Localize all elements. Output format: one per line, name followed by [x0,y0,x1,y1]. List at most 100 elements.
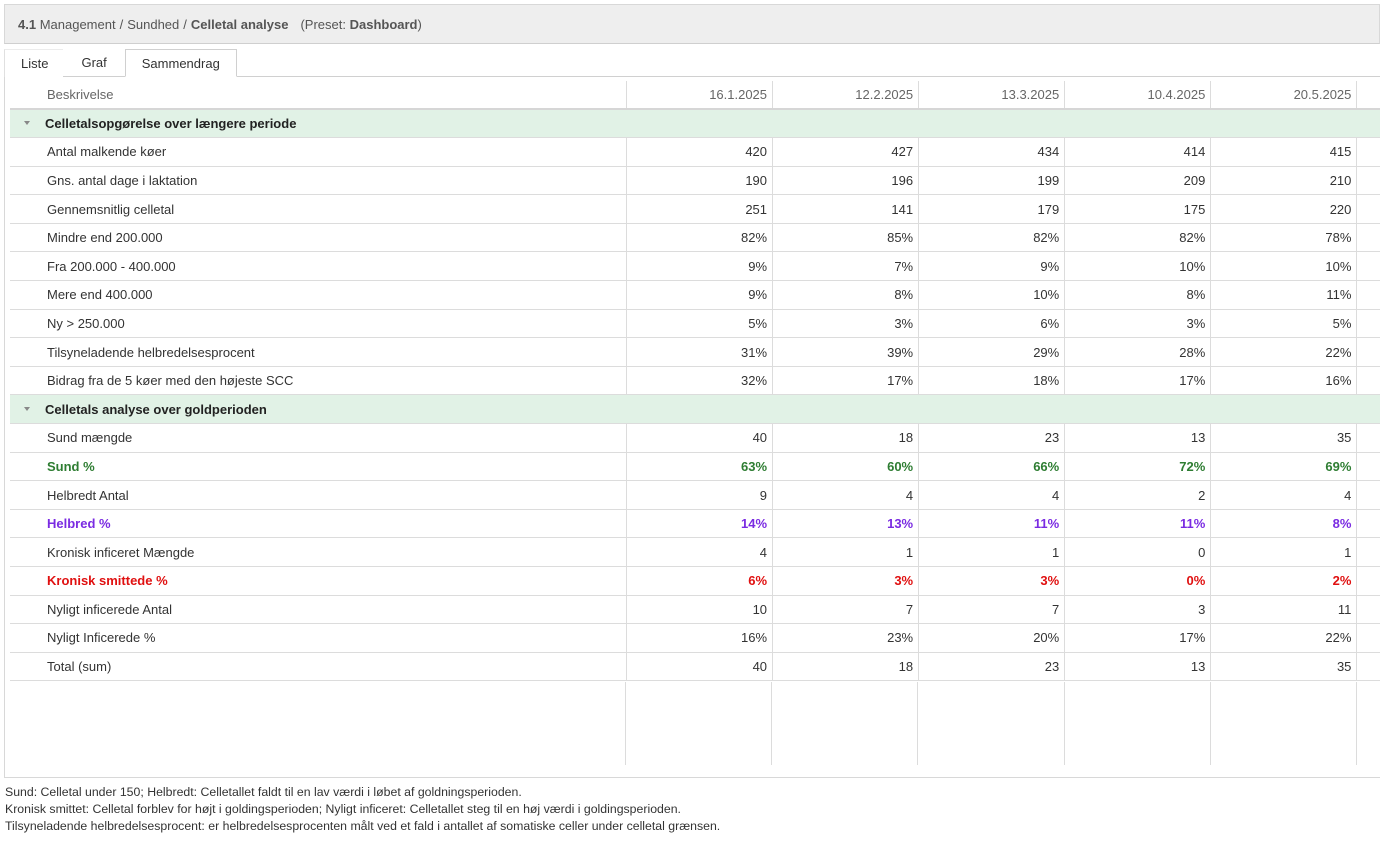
group-row[interactable]: Celletals analyse over goldperioden [10,394,1380,425]
cell-value: 13% [772,509,920,539]
row-label: Nyligt Inficerede % [10,623,627,653]
column-divider [1064,682,1065,765]
cell-value: 7% [772,251,920,282]
table-row[interactable]: Mindre end 200.000 82% 85% 82% 82% 78% [10,223,1380,253]
cell-value: 8% [1210,509,1358,539]
cell-value: 415 [1210,137,1358,167]
table-row[interactable]: Nyligt Inficerede % 16% 23% 20% 17% 22% [10,623,1380,653]
cell-value: 7 [772,595,920,625]
table-row[interactable]: Gennemsnitlig celletal 251 141 179 175 220 [10,194,1380,224]
row-label: Sund mængde [10,423,627,453]
cell-value: 17% [1064,366,1212,396]
table-row[interactable]: Helbredt Antal 9 4 4 2 4 [10,480,1380,510]
column-divider [625,682,626,765]
table-row[interactable]: Total (sum) 40 18 23 13 35 [10,652,1380,682]
collapse-caret-icon[interactable] [24,406,30,411]
cell-value: 10% [918,280,1066,310]
row-spacer [1356,251,1380,282]
tab-bar: Liste Graf Sammendrag [4,49,1380,77]
table-row[interactable]: Nyligt inficerede Antal 10 7 7 3 11 [10,595,1380,625]
cell-value: 39% [772,337,920,367]
row-label: Nyligt inficerede Antal [10,595,627,625]
column-header-date[interactable]: 13.3.2025 [918,81,1066,110]
row-spacer [1356,280,1380,310]
cell-value: 0% [1064,566,1212,596]
column-header-date[interactable]: 10.4.2025 [1064,81,1212,110]
cell-value: 63% [626,452,774,482]
column-divider [1356,682,1357,765]
cell-value: 5% [1210,309,1358,339]
row-spacer [1356,223,1380,253]
row-label: Mindre end 200.000 [10,223,627,253]
cell-value: 82% [918,223,1066,253]
table-row[interactable]: Kronisk smittede % 6% 3% 3% 0% 2% [10,566,1380,596]
cell-value: 22% [1210,337,1358,367]
table-row[interactable]: Sund mængde 40 18 23 13 35 [10,423,1380,453]
cell-value: 141 [772,194,920,224]
tab-liste[interactable]: Liste [4,49,64,77]
footnotes: Sund: Celletal under 150; Helbredt: Cell… [5,784,1375,835]
table-row[interactable]: Kronisk inficeret Mængde 4 1 1 0 1 [10,537,1380,567]
cell-value: 7 [918,595,1066,625]
column-header-beskrivelse[interactable]: Beskrivelse [10,81,627,110]
table-row[interactable]: Antal malkende køer 420 427 434 414 415 [10,137,1380,167]
cell-value: 16% [626,623,774,653]
cell-value: 11% [1210,280,1358,310]
cell-value: 16% [1210,366,1358,396]
cell-value: 20% [918,623,1066,653]
column-header-date[interactable]: 12.2.2025 [772,81,920,110]
row-spacer [1356,166,1380,196]
table-row[interactable]: Tilsyneladende helbredelsesprocent 31% 39%… [10,337,1380,367]
cell-value: 2 [1064,480,1212,510]
table-row[interactable]: Bidrag fra de 5 køer med den højeste SCC… [10,366,1380,396]
table-row[interactable]: Helbred % 14% 13% 11% 11% 8% [10,509,1380,539]
cell-value: 8% [1064,280,1212,310]
tab-sammendrag[interactable]: Sammendrag [124,49,237,77]
cell-value: 10 [626,595,774,625]
table-row[interactable]: Sund % 63% 60% 66% 72% 69% [10,452,1380,482]
cell-value: 199 [918,166,1066,196]
breadcrumb-item-sundhed[interactable]: Sundhed [127,16,180,32]
breadcrumb-item-management[interactable]: Management [39,16,116,32]
row-label: Kronisk smittede % [10,566,627,596]
cell-value: 18 [772,652,920,682]
cell-value: 28% [1064,337,1212,367]
group-row[interactable]: Celletalsopgørelse over længere periode [10,109,1380,139]
table-row[interactable]: Fra 200.000 - 400.000 9% 7% 9% 10% 10% [10,251,1380,282]
breadcrumb: 4.1 Management / Sundhed / Celletal anal… [4,4,1380,44]
breadcrumb-separator: / [183,16,187,32]
cell-value: 1 [1210,537,1358,567]
cell-value: 82% [626,223,774,253]
column-header-date[interactable]: 20.5.2025 [1210,81,1358,110]
row-spacer [1356,595,1380,625]
cell-value: 3 [1064,595,1212,625]
cell-value: 3% [772,566,920,596]
row-label: Mere end 400.000 [10,280,627,310]
tab-graf[interactable]: Graf [81,55,107,70]
group-header[interactable]: Celletalsopgørelse over længere periode [10,109,1380,139]
collapse-caret-icon[interactable] [24,121,30,126]
preset-label: (Preset: Dashboard) [300,16,422,32]
row-label: Helbred % [10,509,627,539]
table-empty-area [5,682,1380,765]
cell-value: 4 [626,537,774,567]
table-row[interactable]: Ny > 250.000 5% 3% 6% 3% 5% [10,309,1380,339]
row-spacer [1356,652,1380,682]
row-label: Ny > 250.000 [10,309,627,339]
cell-value: 17% [1064,623,1212,653]
preset-name[interactable]: Dashboard [349,16,418,32]
footnote-line: Kronisk smittet: Celletal forblev for hø… [5,802,681,816]
cell-value: 23% [772,623,920,653]
cell-value: 210 [1210,166,1358,196]
table-row[interactable]: Gns. antal dage i laktation 190 196 199 209 2… [10,166,1380,196]
table-row[interactable]: Mere end 400.000 9% 8% 10% 8% 11% [10,280,1380,310]
cell-value: 40 [626,652,774,682]
cell-value: 14% [626,509,774,539]
cell-value: 17% [772,366,920,396]
column-header-date[interactable]: 16.1.2025 [626,81,774,110]
cell-value: 60% [772,452,920,482]
cell-value: 13 [1064,423,1212,453]
row-label: Total (sum) [10,652,627,682]
cell-value: 414 [1064,137,1212,167]
group-header[interactable]: Celletals analyse over goldperioden [10,394,1380,425]
